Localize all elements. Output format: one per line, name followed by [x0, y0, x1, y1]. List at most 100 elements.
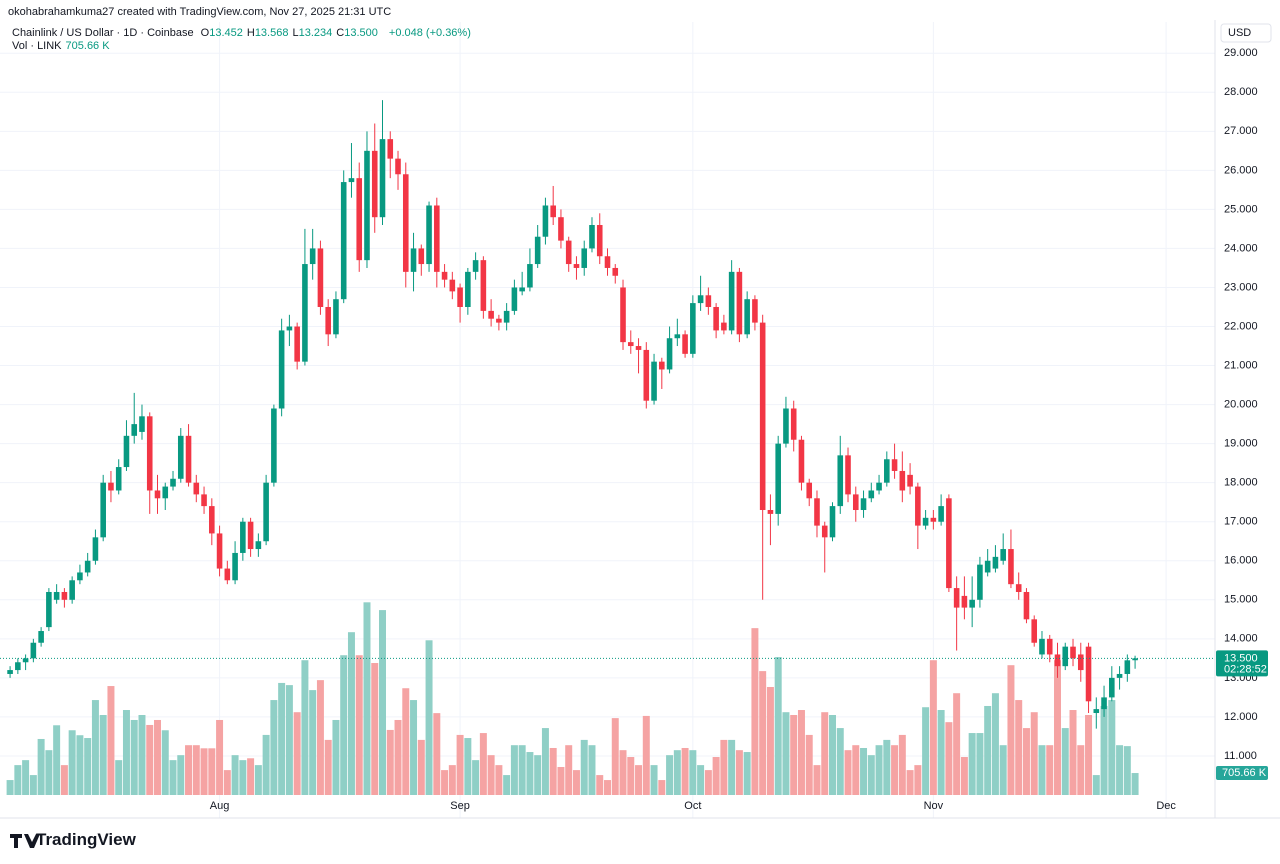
- volume-bar: [821, 712, 829, 795]
- candle-body: [643, 349, 650, 401]
- volume-legend: Vol · LINK 705.66 K: [12, 40, 114, 52]
- volume-bar: [177, 755, 185, 795]
- y-tick-label: 28.000: [1224, 86, 1258, 98]
- candle-body: [348, 178, 355, 183]
- volume-bar: [1022, 728, 1030, 795]
- candle-body: [798, 439, 805, 483]
- volume-bar: [495, 765, 503, 795]
- volume-bar: [347, 632, 355, 795]
- candle-body: [15, 662, 21, 671]
- y-tick-label: 26.000: [1224, 164, 1258, 176]
- volume-bar: [549, 747, 557, 795]
- candle-body: [53, 591, 60, 600]
- volume-bar: [704, 770, 712, 795]
- chart-bg: [0, 20, 1280, 818]
- volume-bar: [720, 739, 728, 795]
- volume-bar: [169, 760, 177, 795]
- volume-bar: [580, 739, 588, 795]
- volume-bar: [627, 757, 635, 795]
- x-tick-label: Sep: [450, 800, 470, 812]
- volume-bar: [976, 733, 984, 795]
- volume-bar: [239, 760, 247, 795]
- volume-bar: [743, 752, 751, 795]
- candle-body: [69, 580, 75, 600]
- volume-bar: [1100, 705, 1108, 795]
- candle-body: [938, 506, 944, 522]
- candle-body: [651, 361, 657, 401]
- candle-body: [387, 139, 394, 159]
- candle-body: [721, 322, 727, 331]
- volume-bar: [146, 724, 154, 795]
- candle-body: [868, 490, 875, 499]
- volume-bar: [45, 750, 53, 795]
- candle-body: [7, 670, 13, 674]
- candle-body: [1023, 591, 1030, 620]
- volume-bar: [161, 730, 169, 795]
- brand-logo: [10, 834, 40, 848]
- volume-bar: [417, 739, 425, 795]
- candle-body: [371, 150, 378, 218]
- volume-bar: [1069, 710, 1077, 795]
- volume-bar: [433, 713, 441, 795]
- y-tick-label: 16.000: [1224, 555, 1258, 567]
- candle-body: [108, 482, 114, 491]
- candle-body: [356, 178, 363, 261]
- volume-bar: [472, 760, 480, 795]
- volume-bar: [929, 660, 937, 795]
- candle-body: [309, 248, 316, 265]
- volume-bar: [394, 719, 402, 795]
- candle-body: [690, 303, 696, 354]
- volume-bar: [875, 745, 883, 795]
- candle-body: [61, 591, 68, 600]
- candle-body: [278, 330, 285, 409]
- ohlc-label: L: [292, 27, 299, 39]
- volume-bar: [1116, 745, 1124, 795]
- candle-body: [899, 470, 906, 491]
- candle-body: [519, 287, 525, 292]
- candle-body: [1000, 549, 1006, 561]
- candle-body: [953, 588, 960, 608]
- candle-body: [930, 517, 937, 522]
- candle-body: [845, 455, 851, 495]
- candle-body: [1062, 646, 1069, 667]
- candle-body: [627, 342, 634, 347]
- candle-body: [185, 435, 192, 483]
- candle-body: [224, 568, 231, 581]
- candle-body: [705, 295, 712, 307]
- volume-bar: [673, 750, 681, 795]
- volume-bar: [200, 748, 208, 795]
- candle-body: [1046, 638, 1053, 655]
- candle-body: [38, 631, 44, 643]
- volume-bar: [922, 707, 930, 795]
- candle-body: [1101, 697, 1107, 710]
- candle-body: [759, 322, 766, 511]
- candle-body: [1116, 673, 1123, 678]
- y-tick-label: 15.000: [1224, 594, 1258, 606]
- candle-body: [201, 494, 207, 507]
- brand: TradingView: [36, 830, 136, 849]
- volume-bar: [254, 765, 262, 795]
- candle-body: [682, 334, 688, 354]
- candle-body: [884, 459, 890, 483]
- volume-bar: [968, 733, 976, 795]
- currency-box[interactable]: [1220, 23, 1272, 43]
- y-tick-label: 12.000: [1224, 711, 1258, 723]
- candle-body: [154, 490, 161, 499]
- currency: USD: [1228, 27, 1251, 39]
- candle-body: [581, 248, 588, 268]
- candle-body: [317, 248, 324, 307]
- y-tick-label: 20.000: [1224, 399, 1258, 411]
- volume-bar: [402, 688, 410, 795]
- candle-body: [1077, 654, 1084, 671]
- volume-bar: [332, 719, 340, 795]
- volume-legend-value: 705.66 K: [65, 40, 110, 52]
- candle-body: [488, 310, 494, 319]
- candle-body: [364, 150, 370, 261]
- volume-bar: [316, 680, 324, 795]
- volume-bar: [697, 765, 705, 795]
- volume-bar: [891, 745, 899, 795]
- candle-body: [829, 506, 836, 538]
- candle-body: [340, 182, 347, 300]
- y-tick-label: 21.000: [1224, 359, 1258, 371]
- volume-bar: [14, 765, 22, 795]
